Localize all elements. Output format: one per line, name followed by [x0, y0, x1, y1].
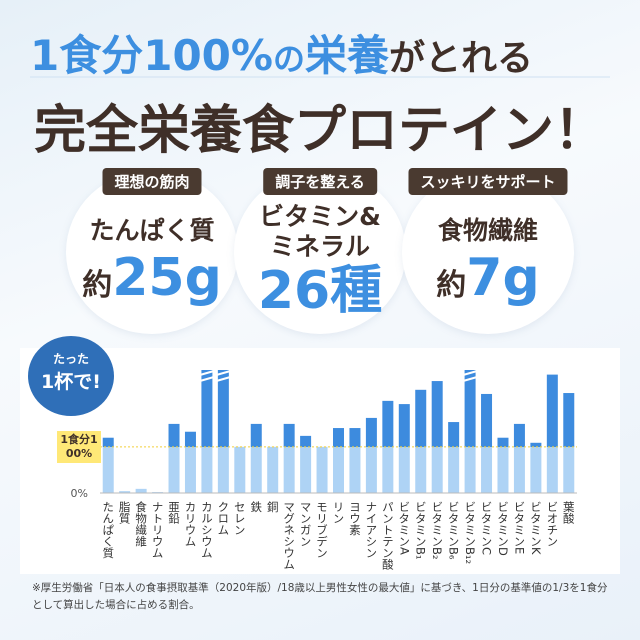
x-tick-label: リン — [332, 501, 346, 524]
feature-text: ビタミン& ミネラル — [234, 202, 406, 262]
bar — [333, 428, 344, 493]
x-tick-label: マグネシウム — [282, 501, 296, 570]
feature-line: ビタミン& — [259, 202, 381, 231]
bar — [135, 488, 147, 493]
bar — [431, 381, 443, 493]
amount-value: 25g — [112, 248, 222, 308]
headline: 1食分100%の栄養がとれる — [30, 22, 533, 83]
headline-part: 栄養 — [305, 31, 390, 80]
bar — [201, 370, 213, 493]
headline-part: 1食分100% — [30, 31, 273, 80]
bar — [267, 446, 279, 493]
break-mark — [199, 370, 215, 376]
bar — [546, 374, 558, 493]
x-tick-label: セレン — [233, 501, 247, 536]
x-tick-label: カリウム — [183, 501, 197, 547]
bar — [382, 400, 394, 493]
headline-part: の — [272, 40, 305, 78]
bar — [168, 423, 180, 493]
x-tick-label: ビタミンK — [529, 501, 543, 555]
x-tick-label: たんぱく質 — [101, 501, 115, 559]
feature-tag: スッキリをサポート — [408, 168, 568, 195]
headline-part: がとれる — [389, 38, 534, 79]
feature-line: ミネラル — [269, 232, 370, 261]
bar — [464, 370, 476, 493]
feature-circle: 理想の筋肉たんぱく質約25g — [66, 168, 238, 334]
feature-amount: 約7g — [402, 248, 574, 308]
break-mark — [462, 376, 478, 382]
feature-line: たんぱく質 — [89, 216, 215, 245]
bar — [448, 422, 460, 493]
bar — [530, 442, 542, 493]
x-tick-label: ビタミンB₁ — [414, 501, 428, 560]
bar — [217, 370, 229, 493]
x-tick-label: ビタミンA — [397, 501, 411, 555]
feature-amount: 26種 — [234, 248, 406, 323]
bar — [349, 428, 361, 493]
bar — [119, 491, 131, 493]
x-tick-label: クロム — [216, 501, 230, 536]
x-tick-label: 銅 — [266, 500, 280, 512]
bar — [563, 393, 575, 493]
badge: たった 1杯で! — [28, 336, 114, 416]
amount-prefix: 約 — [82, 268, 113, 303]
x-tick-label: マンガン — [299, 501, 313, 547]
headline-2: 完全栄養食プロテイン！ — [33, 101, 606, 161]
bar — [283, 423, 295, 493]
amount-prefix: 約 — [436, 268, 467, 303]
feature-amount: 約25g — [66, 248, 238, 308]
bar — [184, 431, 196, 493]
bar — [513, 423, 525, 493]
bar — [250, 423, 262, 493]
x-tick-label: ビタミンB₆ — [447, 501, 461, 560]
x-tick-label: ビタミンB₂ — [430, 501, 444, 560]
feature-circle: 調子を整える ビタミン& ミネラル 26種 — [234, 168, 406, 334]
badge-line: 1杯で! — [41, 371, 101, 393]
feature-text: 食物繊維 — [402, 216, 574, 246]
feature-tag: 理想の筋肉 — [102, 168, 202, 195]
bar — [300, 435, 312, 493]
x-tick-label: 食物繊維 — [134, 500, 148, 547]
x-tick-label: ナイアシン — [364, 501, 378, 559]
break-mark — [462, 370, 478, 376]
feature-line: 食物繊維 — [437, 216, 538, 245]
x-tick-label: ビタミンE — [512, 501, 526, 554]
y-tick-label: 1食分100% — [57, 431, 101, 463]
bar — [415, 389, 427, 493]
bar — [365, 417, 377, 493]
amount-value: 26種 — [257, 261, 383, 321]
x-tick-label: 亜鉛 — [167, 501, 181, 524]
bar — [398, 404, 410, 493]
bar — [481, 393, 493, 493]
feature-circle: スッキリをサポート 食物繊維約7g — [402, 168, 574, 334]
x-tick-label: 脂質 — [118, 500, 132, 525]
footnote: ※厚生労働省「日本人の食事摂取基準（2020年版）/18歳以上男性女性の最大値」… — [32, 582, 608, 611]
x-tick-label: パントテン酸 — [381, 501, 395, 571]
x-tick-label: 鉄 — [249, 500, 263, 512]
badge-line: たった — [52, 352, 89, 366]
break-mark — [199, 376, 215, 382]
amount-value: 7g — [466, 248, 540, 308]
feature-text: たんぱく質 — [66, 216, 238, 246]
x-tick-label: ヨウ素 — [348, 501, 362, 536]
x-tick-label: ビタミンB₁₂ — [463, 501, 477, 564]
x-tick-label: 葉酸 — [562, 501, 576, 525]
break-mark — [216, 370, 231, 376]
bar — [234, 446, 246, 493]
x-tick-label: カルシウム — [200, 501, 214, 559]
x-tick-label: ビタミンC — [480, 501, 494, 555]
break-mark — [216, 376, 231, 382]
bar — [316, 446, 328, 493]
feature-tag: 調子を整える — [263, 168, 377, 195]
y-tick-label: 0% — [71, 487, 88, 500]
bar — [102, 437, 114, 493]
x-tick-label: モリブデン — [315, 501, 329, 559]
x-tick-label: ナトリウム — [151, 501, 165, 559]
x-tick-label: ビタミンD — [496, 501, 510, 556]
x-tick-label: ビオチン — [545, 501, 559, 547]
bar — [497, 437, 509, 493]
